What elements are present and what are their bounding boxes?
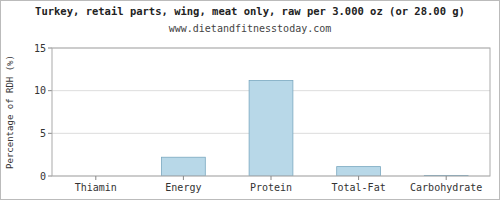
x-tick xyxy=(358,176,359,180)
chart-svg: Turkey, retail parts, wing, meat only, r… xyxy=(0,0,500,200)
bars xyxy=(162,80,469,176)
x-tick xyxy=(183,176,184,180)
bar xyxy=(162,157,206,176)
x-tick xyxy=(271,176,272,180)
y-tick-label: 0 xyxy=(40,171,46,182)
chart-container: Turkey, retail parts, wing, meat only, r… xyxy=(0,0,500,200)
y-grid xyxy=(52,48,490,176)
figure-border xyxy=(1,1,500,200)
subtitle: www.dietandfitnesstoday.com xyxy=(169,23,332,34)
x-tick xyxy=(446,176,447,180)
title: Turkey, retail parts, wing, meat only, r… xyxy=(35,5,465,17)
y-tick xyxy=(48,90,52,91)
bar xyxy=(337,167,381,176)
y-tick xyxy=(48,176,52,177)
y-tick-label: 5 xyxy=(40,128,46,139)
x-tick-label: Energy xyxy=(165,182,201,193)
bar xyxy=(249,80,293,176)
x-tick-label: Protein xyxy=(250,182,292,193)
x-tick-label: Total-Fat xyxy=(332,182,386,193)
x-tick-label: Thiamin xyxy=(75,182,117,193)
plot-frame xyxy=(52,48,490,176)
y-tick-label: 10 xyxy=(34,85,46,96)
y-tick-label: 15 xyxy=(34,43,46,54)
y-axis-label: Percentage of RDH (%) xyxy=(5,55,15,169)
x-tick-label: Carbohydrate xyxy=(410,182,482,193)
x-tick xyxy=(95,176,96,180)
y-tick xyxy=(48,133,52,134)
y-tick xyxy=(48,48,52,49)
